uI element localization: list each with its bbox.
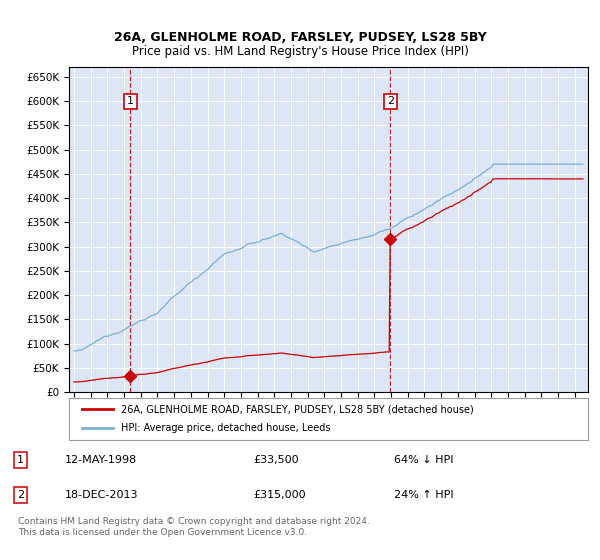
Text: £315,000: £315,000 — [253, 490, 305, 500]
Text: 2: 2 — [17, 490, 24, 500]
Text: 2: 2 — [387, 96, 394, 106]
Text: 18-DEC-2013: 18-DEC-2013 — [65, 490, 139, 500]
Text: 1: 1 — [17, 455, 24, 465]
FancyBboxPatch shape — [69, 398, 588, 440]
Text: 24% ↑ HPI: 24% ↑ HPI — [394, 490, 454, 500]
Text: 26A, GLENHOLME ROAD, FARSLEY, PUDSEY, LS28 5BY: 26A, GLENHOLME ROAD, FARSLEY, PUDSEY, LS… — [113, 31, 487, 44]
Text: £33,500: £33,500 — [253, 455, 299, 465]
Text: 1: 1 — [127, 96, 134, 106]
Text: Price paid vs. HM Land Registry's House Price Index (HPI): Price paid vs. HM Land Registry's House … — [131, 45, 469, 58]
Text: 12-MAY-1998: 12-MAY-1998 — [65, 455, 137, 465]
Text: 64% ↓ HPI: 64% ↓ HPI — [394, 455, 454, 465]
Text: 26A, GLENHOLME ROAD, FARSLEY, PUDSEY, LS28 5BY (detached house): 26A, GLENHOLME ROAD, FARSLEY, PUDSEY, LS… — [121, 404, 473, 414]
Text: Contains HM Land Registry data © Crown copyright and database right 2024.
This d: Contains HM Land Registry data © Crown c… — [18, 517, 370, 536]
Text: HPI: Average price, detached house, Leeds: HPI: Average price, detached house, Leed… — [121, 423, 331, 433]
